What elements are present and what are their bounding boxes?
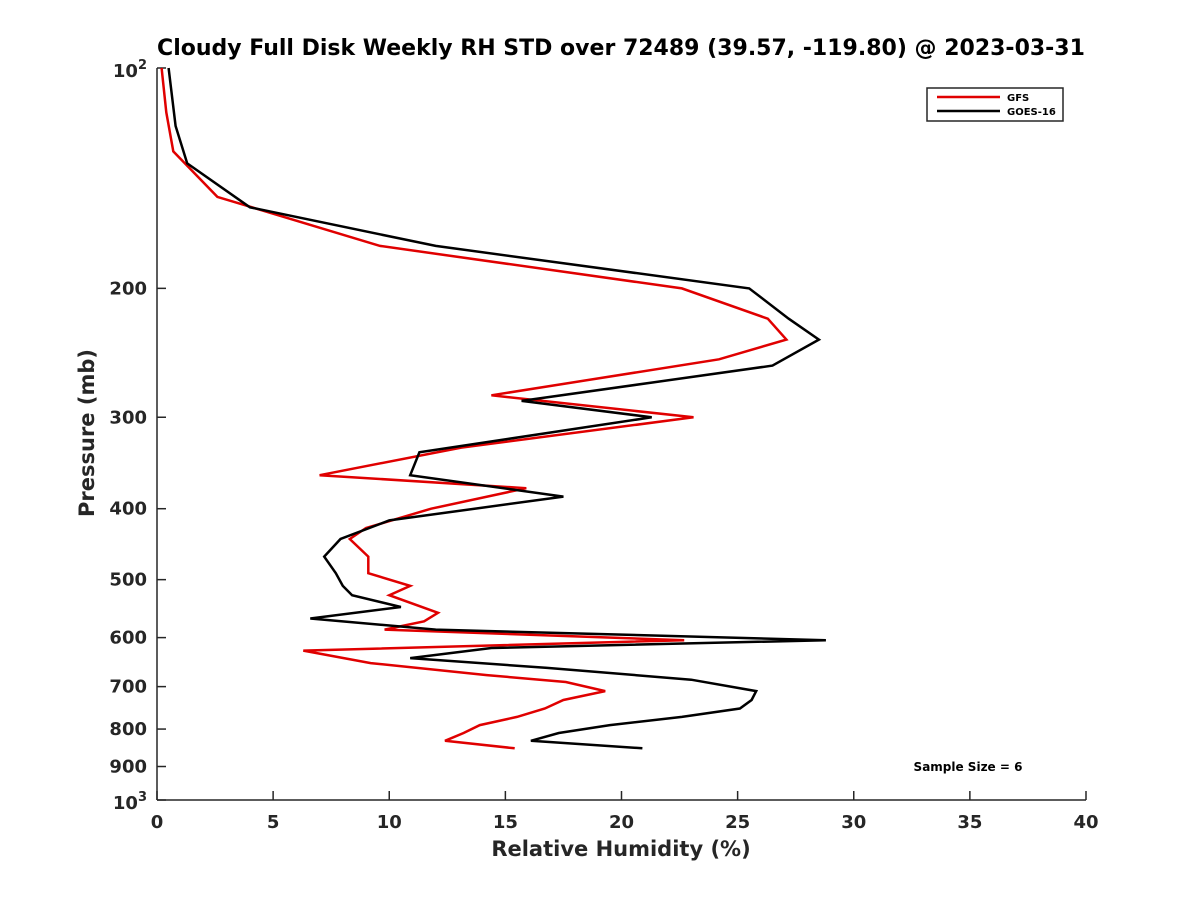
legend-label-gfs: GFS [1007, 93, 1029, 104]
y-tick-label-power: 103 [113, 790, 147, 814]
y-tick-label: 400 [109, 499, 147, 520]
legend-box [926, 87, 1064, 122]
legend: GFS GOES-16 [926, 87, 1064, 122]
x-tick-label: 20 [609, 812, 634, 833]
y-tick-label: 700 [109, 677, 147, 698]
chart-title: Cloudy Full Disk Weekly RH STD over 7248… [157, 36, 1085, 61]
y-tick-label: 800 [109, 719, 147, 740]
y-tick-label: 300 [109, 407, 147, 428]
x-tick-label: 40 [1073, 812, 1098, 833]
x-tick-label: 5 [267, 812, 280, 833]
series-layer [160, 67, 826, 750]
x-tick-label: 35 [957, 812, 982, 833]
x-tick-label: 10 [377, 812, 402, 833]
x-axis-label: Relative Humidity (%) [491, 837, 750, 861]
series-line-gfs [160, 67, 789, 750]
x-tick-label: 25 [725, 812, 750, 833]
x-tick-label: 30 [841, 812, 866, 833]
y-tick-label-power: 102 [113, 58, 147, 82]
y-tick-label: 900 [109, 757, 147, 778]
x-tick-label: 15 [493, 812, 518, 833]
y-tick-label: 500 [109, 570, 147, 591]
plot-area: 0 5 10 15 20 25 30 35 40 200 300 400 500 600 700 800 90… [109, 58, 1098, 833]
y-axis-label: Pressure (mb) [75, 349, 99, 517]
series-line-goes16 [167, 67, 826, 750]
legend-label-goes16: GOES-16 [1007, 107, 1056, 118]
x-axis-ticks: 0 5 10 15 20 25 30 35 40 [151, 791, 1099, 833]
y-tick-label: 200 [109, 278, 147, 299]
x-tick-label: 0 [151, 812, 164, 833]
y-tick-label: 600 [109, 628, 147, 649]
sample-size-annotation: Sample Size = 6 [914, 760, 1023, 774]
y-axis-ticks: 200 300 400 500 600 700 800 900 102 103 [109, 58, 166, 814]
